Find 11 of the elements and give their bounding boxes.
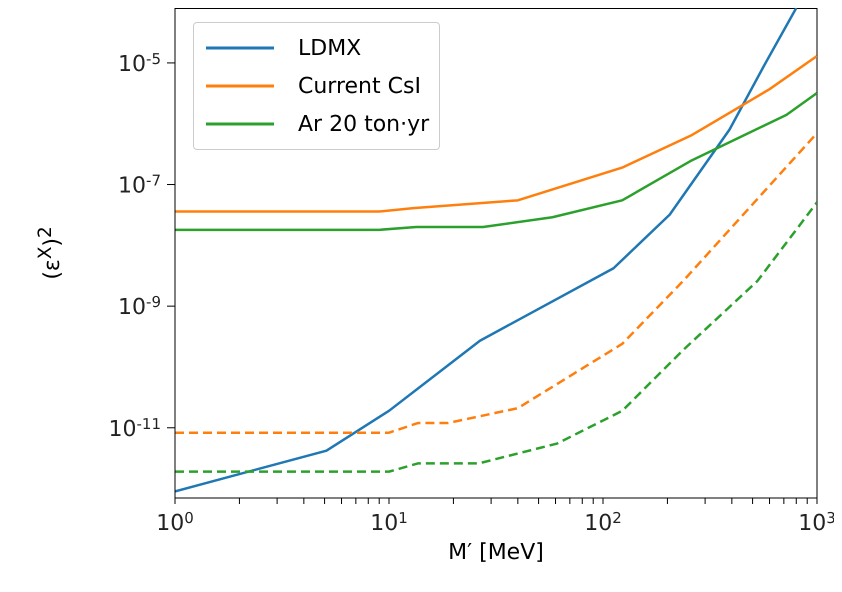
x-tick-label: 10$^{0}$ [156,509,194,536]
legend-label: Current CsI [298,74,421,98]
y-tick-label: 10$^{-7}$ [118,172,161,199]
legend-label: LDMX [298,36,362,60]
x-axis-title: M′ [MeV] [447,540,545,565]
legend-label: Ar 20 ton·yr [298,112,430,136]
x-tick-label: 10$^{1}$ [370,509,408,536]
y-tick-label: 10$^{-9}$ [118,293,161,320]
x-tick-label: 10$^{2}$ [584,509,622,536]
y-tick-label: 10$^{-5}$ [118,50,161,77]
y-tick-label: 10$^{-11}$ [108,415,161,442]
